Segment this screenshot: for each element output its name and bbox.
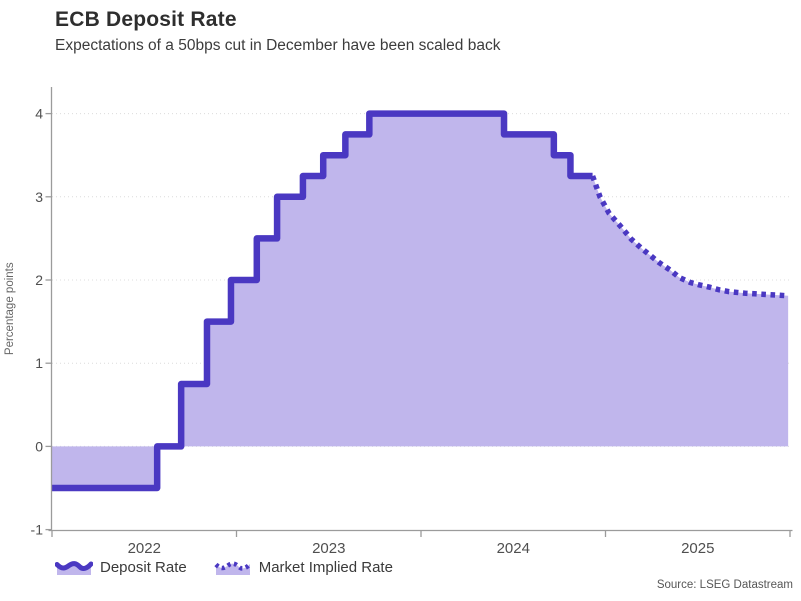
area-fill [52, 113, 789, 488]
y-tick-label: 4 [35, 106, 43, 122]
x-tick-label: 2024 [497, 540, 530, 557]
y-tick-label: 0 [35, 438, 43, 454]
market-implied-line [589, 175, 789, 299]
y-tick-label: -1 [31, 522, 44, 538]
deposit-rate-line [52, 110, 593, 492]
legend-item-deposit-rate: Deposit Rate [55, 559, 187, 576]
legend-label-deposit-rate: Deposit Rate [100, 559, 187, 576]
page-title: ECB Deposit Rate [55, 8, 237, 31]
chart-legend: Deposit Rate Market Implied Rate [55, 559, 393, 576]
y-tick-label: 2 [35, 272, 43, 288]
y-axis-title: Percentage points [4, 262, 16, 355]
x-tick-label: 2025 [681, 540, 714, 557]
dotted-line-swatch-icon [214, 561, 252, 575]
y-tick-label: 1 [35, 355, 43, 371]
legend-label-market-implied-rate: Market Implied Rate [258, 559, 393, 576]
solid-line-swatch-icon [55, 561, 93, 575]
page-subtitle: Expectations of a 50bps cut in December … [55, 37, 501, 54]
source-credit: Source: LSEG Datastream [656, 579, 793, 591]
x-tick-label: 2023 [312, 540, 345, 557]
x-tick-label: 2022 [128, 540, 161, 557]
y-tick-label: 3 [35, 189, 43, 205]
legend-item-market-implied-rate: Market Implied Rate [214, 559, 393, 576]
